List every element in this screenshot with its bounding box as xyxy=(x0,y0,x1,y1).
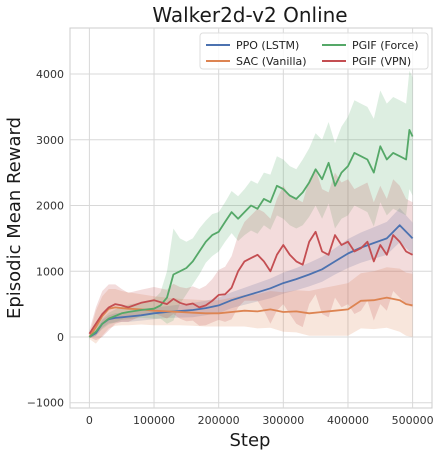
x-tick-label: 300000 xyxy=(262,414,304,427)
legend-entries: PPO (LSTM) PGIF (Force) SAC (Vanilla) PGIF … xyxy=(206,39,419,68)
y-tick-label: 0 xyxy=(57,331,64,344)
x-axis-label: Step xyxy=(230,430,271,451)
y-tick-label: 4000 xyxy=(36,68,64,81)
y-tick-label: 3000 xyxy=(36,134,64,147)
band-series-2 xyxy=(89,70,413,339)
line-series-1 xyxy=(88,296,413,338)
legend-label: PPO (LSTM) xyxy=(236,39,299,52)
band-series-1 xyxy=(89,267,413,344)
grid-lines xyxy=(70,28,432,408)
legend-label: PGIF (Force) xyxy=(352,39,419,52)
line-series-3 xyxy=(88,230,414,335)
x-tick-label: 200000 xyxy=(198,414,240,427)
y-axis-label: Episodic Mean Reward xyxy=(4,117,25,319)
chart-title: Walker2d-v2 Online xyxy=(152,3,347,27)
y-tick-label: 2000 xyxy=(36,200,64,213)
legend-label: SAC (Vanilla) xyxy=(236,55,307,68)
line-series-2 xyxy=(88,129,414,338)
x-axis-ticks: 0 100000 200000 300000 400000 500000 xyxy=(86,414,434,427)
legend: PPO (LSTM) PGIF (Force) SAC (Vanilla) PGIF … xyxy=(199,32,429,70)
band-series-0 xyxy=(89,208,413,339)
legend-label: PGIF (VPN) xyxy=(352,55,411,68)
legend-box xyxy=(199,32,429,70)
x-tick-label: 0 xyxy=(86,414,93,427)
y-axis-ticks: −1000 0 1000 2000 3000 4000 xyxy=(27,68,64,410)
x-tick-label: 400000 xyxy=(327,414,369,427)
plot-area xyxy=(69,27,433,409)
x-tick-label: 500000 xyxy=(392,414,434,427)
confidence-bands xyxy=(89,70,413,344)
x-tick-label: 100000 xyxy=(133,414,175,427)
y-tick-label: −1000 xyxy=(27,397,64,410)
band-series-3 xyxy=(89,169,413,341)
y-tick-label: 1000 xyxy=(36,265,64,278)
series-lines xyxy=(88,129,414,338)
